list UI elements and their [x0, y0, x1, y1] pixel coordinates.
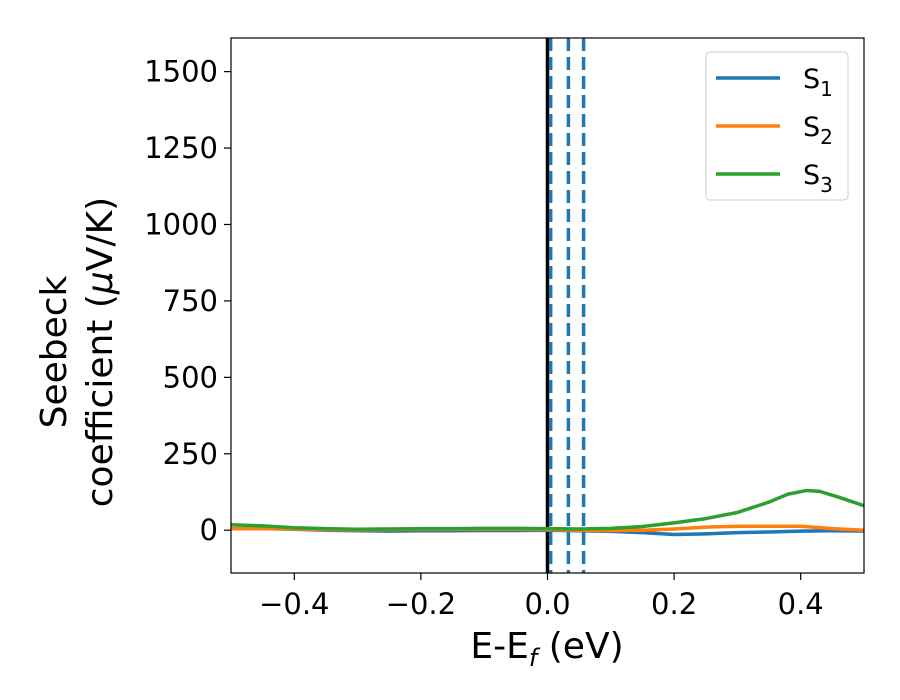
- y-tick-label: 1000: [144, 207, 218, 241]
- y-tick-label: 250: [163, 437, 218, 471]
- y-tick-label: 0: [200, 513, 218, 547]
- y-axis-label-line2: coefficient (μV/K): [80, 197, 121, 507]
- y-axis-label-line1: Seebeck: [34, 275, 75, 428]
- legend-label-2: S2: [803, 112, 833, 149]
- y-tick-label: 750: [163, 284, 218, 318]
- y-tick-label: 500: [163, 360, 218, 394]
- x-tick-label: 0.0: [524, 587, 570, 621]
- legend-label-3: S3: [803, 160, 833, 197]
- y-axis-label-mu: μ: [80, 271, 121, 295]
- x-axis-label-main: E-E: [470, 626, 528, 667]
- x-axis-label-unit: (eV): [537, 626, 623, 667]
- x-axis-label: E-Ef (eV): [470, 626, 623, 672]
- series-layer: [231, 488, 864, 537]
- y-tick-label: 1250: [144, 131, 218, 165]
- y-tick-label: 1500: [144, 55, 218, 89]
- x-tick-label: −0.2: [386, 587, 456, 621]
- y-axis-label-text: coefficient (: [80, 294, 121, 507]
- x-tick-label: 0.2: [651, 587, 697, 621]
- x-tick-label: −0.4: [259, 587, 329, 621]
- y-axis-label-unit: V/K): [80, 197, 121, 271]
- x-tick-label: 0.4: [778, 587, 824, 621]
- x-axis: −0.4 −0.2 0.0 0.2 0.4: [259, 573, 824, 621]
- legend: S1 S2 S3: [705, 51, 849, 201]
- series-line-3: [231, 488, 864, 532]
- y-axis: 0 250 500 750 1000 1250 1500: [144, 55, 231, 547]
- legend-label-1: S1: [803, 64, 833, 101]
- vertical-lines: [545, 38, 586, 573]
